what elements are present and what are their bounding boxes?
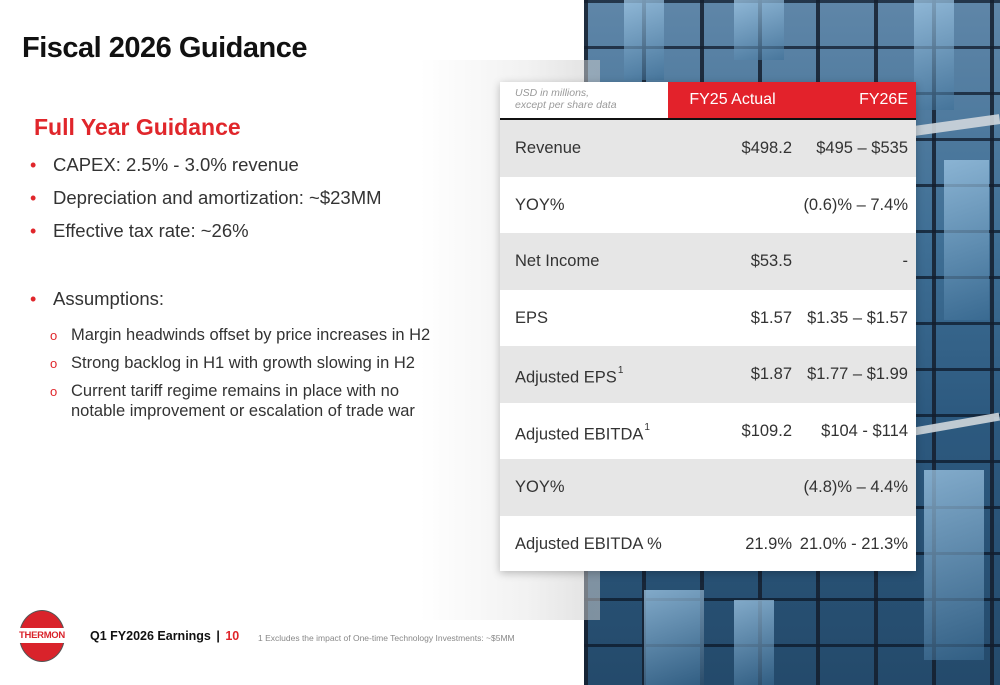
row-label: Revenue [515, 120, 581, 176]
table-row: YOY% (0.6)% – 7.4% [500, 177, 916, 234]
row-label: EPS [515, 290, 548, 346]
table-row: YOY% (4.8)% – 4.4% [500, 459, 916, 516]
row-label-text: Net Income [515, 252, 600, 270]
row-label-text: Adjusted EPS [515, 368, 617, 387]
row-label-text: Adjusted EBITDA % [515, 534, 662, 553]
cell-fy26-estimate: $1.77 – $1.99 [807, 365, 908, 383]
table-row: Net Income $53.5 - [500, 233, 916, 290]
cell-fy26-estimate: - [902, 252, 909, 270]
row-label: Net Income [515, 233, 599, 289]
assumption-item: o Strong backlog in H1 with growth slowi… [30, 353, 460, 373]
row-label-text: Adjusted EBITDA [515, 425, 644, 443]
assumption-text: Strong backlog in H1 with growth slowing… [71, 354, 415, 372]
assumption-item: o Current tariff regime remains in place… [30, 381, 460, 421]
cell-fy25-actual: $498.2 [741, 139, 792, 157]
footnote-marker: 1 [644, 421, 650, 433]
row-label: Adjusted EBITDA1 [515, 403, 650, 463]
cell-fy26-estimate: 21.0% - 21.3% [799, 534, 908, 553]
circle-bullet-icon: o [50, 356, 58, 371]
logo-text: THERMON [17, 628, 67, 643]
guidance-table: USD in millions, except per share data F… [500, 82, 916, 571]
cell-fy26-estimate: $1.35 – $1.57 [807, 308, 908, 327]
circle-bullet-icon: o [50, 328, 58, 343]
unit-note-line2: except per share data [515, 99, 617, 111]
bullet-text: Effective tax rate: ~26% [53, 220, 249, 241]
assumption-text: Margin headwinds offset by price increas… [71, 326, 431, 344]
cell-fy26-estimate: (0.6)% – 7.4% [803, 195, 908, 214]
column-header-fy26: FY26E [797, 82, 916, 118]
bullet-tax-rate: • Effective tax rate: ~26% [30, 216, 460, 249]
bullet-dot-icon: • [30, 289, 37, 309]
slide-title: Fiscal 2026 Guidance [22, 32, 307, 64]
footnote: 1 Excludes the impact of One-time Techno… [258, 633, 515, 643]
table-row: Adjusted EBITDA % 21.9% 21.0% - 21.3% [500, 516, 916, 573]
cell-fy25-actual: $109.2 [741, 421, 792, 440]
assumption-text-line1: Current tariff regime remains in place w… [71, 382, 400, 400]
column-header-fy25: FY25 Actual [668, 82, 797, 118]
cell-fy26-estimate: $104 - $114 [821, 421, 908, 440]
row-label-text: YOY% [515, 478, 565, 496]
thermon-logo: THERMON [17, 610, 67, 662]
row-label-text: EPS [515, 308, 549, 327]
guidance-bullets: • CAPEX: 2.5% - 3.0% revenue • Depreciat… [30, 150, 460, 421]
footer-separator: | [216, 629, 220, 643]
cell-fy25-actual: $1.57 [750, 308, 792, 327]
row-label: Adjusted EPS1 [515, 346, 623, 406]
cell-fy25-actual: $53.5 [750, 252, 792, 270]
unit-note-line1: USD in millions, [515, 87, 590, 99]
table-row: Revenue $498.2 $495 – $535 [500, 120, 916, 177]
bullet-dot-icon: • [30, 155, 37, 175]
cell-fy26-estimate: $495 – $535 [816, 139, 908, 157]
cell-fy25-actual: $1.87 [750, 365, 792, 383]
table-row: Adjusted EBITDA1 $109.2 $104 - $114 [500, 403, 916, 460]
bullet-text: Assumptions: [53, 288, 165, 309]
table-row: EPS $1.57 $1.35 – $1.57 [500, 290, 916, 347]
row-label: YOY% [515, 177, 565, 233]
guidance-heading: Full Year Guidance [34, 114, 241, 140]
row-label: Adjusted EBITDA % [515, 516, 662, 572]
footer-deck-title: Q1 FY2026 Earnings | 10 [90, 629, 239, 643]
deck-title: Q1 FY2026 Earnings [90, 629, 211, 643]
table-row: Adjusted EPS1 $1.87 $1.77 – $1.99 [500, 346, 916, 403]
bullet-depreciation: • Depreciation and amortization: ~$23MM [30, 183, 460, 216]
circle-bullet-icon: o [50, 384, 58, 399]
cell-fy25-actual: 21.9% [745, 534, 792, 553]
assumption-item: o Margin headwinds offset by price incre… [30, 325, 460, 345]
assumption-text-line2: notable improvement or escalation of tra… [71, 402, 415, 420]
row-label-text: YOY% [515, 195, 565, 214]
table-header: USD in millions, except per share data F… [500, 82, 916, 120]
bullet-capex: • CAPEX: 2.5% - 3.0% revenue [30, 150, 460, 183]
page-number: 10 [225, 629, 240, 643]
row-label: YOY% [515, 459, 565, 515]
bullet-text: Depreciation and amortization: ~$23MM [53, 187, 382, 208]
cell-fy26-estimate: (4.8)% – 4.4% [803, 478, 908, 496]
bullet-dot-icon: • [30, 221, 37, 241]
row-label-text: Revenue [515, 139, 582, 157]
bullet-dot-icon: • [30, 188, 37, 208]
unit-note: USD in millions, except per share data [515, 87, 617, 111]
footnote-marker: 1 [617, 365, 624, 376]
bullet-assumptions: • Assumptions: [30, 284, 460, 317]
bullet-text: CAPEX: 2.5% - 3.0% revenue [53, 154, 299, 175]
table-body: Revenue $498.2 $495 – $535 YOY% (0.6)% – 7.4… [500, 120, 916, 572]
